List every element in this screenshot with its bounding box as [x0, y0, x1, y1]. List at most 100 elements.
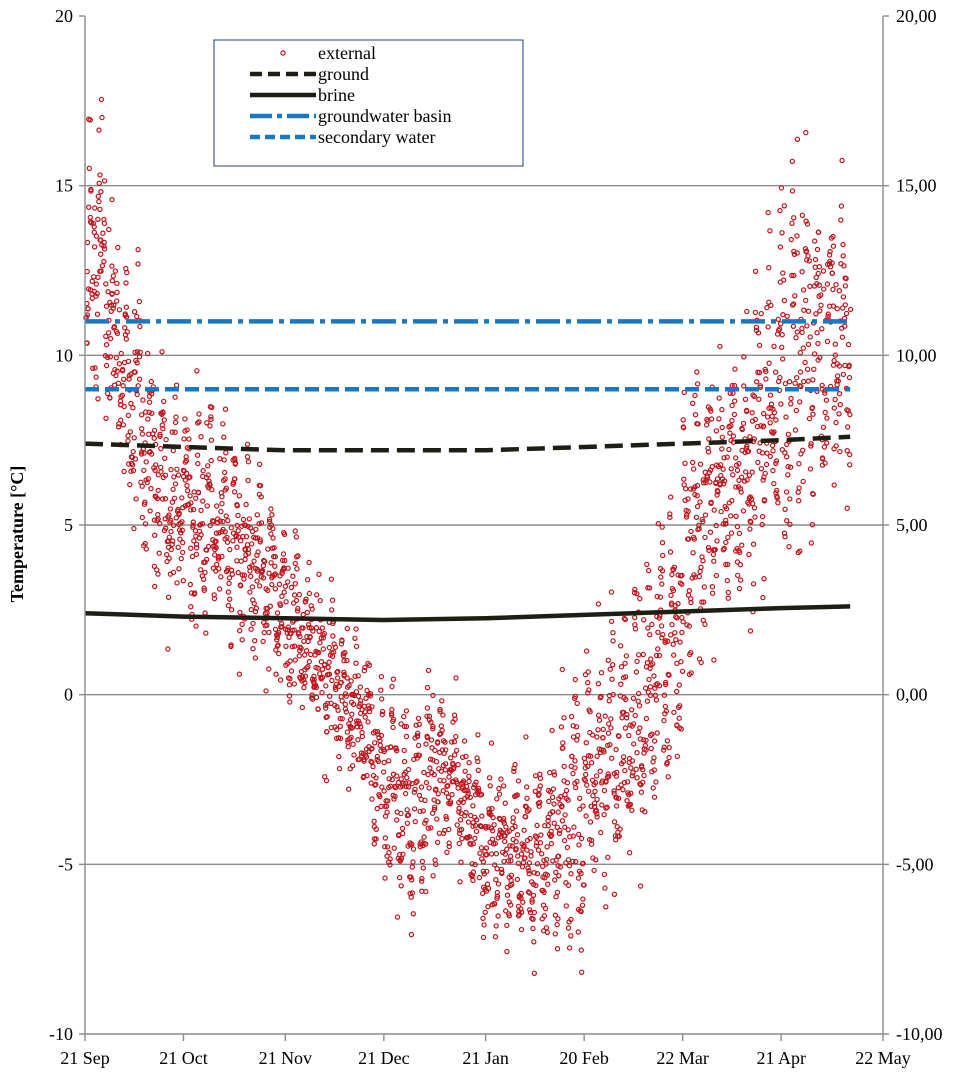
external-data-point — [541, 913, 548, 919]
external-data-point — [733, 484, 739, 490]
external-data-point — [226, 575, 233, 581]
external-data-point — [699, 599, 705, 605]
external-data-point — [778, 185, 785, 191]
external-data-point — [498, 776, 504, 782]
external-data-point — [386, 758, 392, 764]
external-data-point — [183, 458, 190, 464]
external-data-point — [502, 833, 508, 839]
external-data-point — [147, 508, 153, 514]
external-data-point — [748, 519, 754, 525]
external-data-point — [578, 908, 584, 915]
external-data-point — [815, 270, 821, 277]
external-data-point — [213, 561, 220, 568]
external-data-point — [578, 947, 585, 953]
external-data-point — [243, 501, 249, 508]
external-data-point — [595, 712, 602, 719]
external-data-point — [691, 536, 698, 542]
external-data-point — [335, 668, 341, 675]
external-data-point — [668, 632, 674, 638]
external-data-point — [840, 253, 846, 259]
external-data-point — [142, 499, 148, 505]
external-data-point — [502, 851, 508, 857]
external-data-point — [661, 744, 667, 750]
external-data-point — [110, 305, 117, 311]
external-data-point — [480, 868, 486, 875]
external-data-point — [593, 773, 600, 779]
external-data-point — [667, 514, 673, 521]
external-data-point — [771, 429, 777, 435]
external-data-point — [292, 560, 299, 567]
external-data-point — [500, 783, 507, 789]
external-data-point — [236, 627, 243, 634]
external-data-point — [343, 709, 349, 715]
external-data-point — [730, 472, 736, 478]
external-data-point — [358, 724, 364, 730]
external-data-point — [813, 274, 819, 281]
external-data-point — [237, 609, 243, 616]
external-data-point — [344, 657, 350, 664]
external-data-point — [85, 306, 91, 312]
external-data-point — [200, 576, 207, 583]
external-data-point — [98, 268, 104, 274]
external-data-point — [470, 841, 476, 847]
external-data-point — [279, 593, 285, 599]
external-data-point — [300, 611, 306, 618]
external-data-point — [444, 849, 450, 856]
external-data-point — [702, 534, 708, 541]
external-data-point — [313, 625, 320, 631]
external-data-point — [587, 709, 593, 715]
external-data-point — [846, 374, 853, 381]
external-data-point — [837, 401, 844, 408]
external-data-point — [650, 661, 656, 667]
external-data-point — [708, 416, 715, 422]
external-data-point — [107, 354, 114, 360]
y-tick-label-right: 10,00 — [896, 345, 937, 365]
external-data-point — [763, 368, 769, 375]
external-data-point — [229, 571, 235, 578]
external-data-point — [842, 302, 849, 308]
external-data-point — [433, 758, 440, 765]
external-data-point — [213, 503, 220, 509]
external-data-point — [688, 670, 694, 676]
external-data-point — [598, 670, 605, 676]
external-data-point — [646, 585, 653, 591]
external-data-point — [709, 464, 715, 470]
external-data-point — [767, 420, 773, 426]
external-data-point — [533, 882, 539, 889]
external-data-point — [829, 260, 835, 266]
external-data-point — [296, 591, 303, 598]
external-data-point — [374, 729, 381, 735]
external-data-point — [194, 452, 201, 458]
external-data-point — [694, 381, 701, 387]
y-tick-label-right: 20,00 — [896, 6, 937, 26]
external-data-point — [367, 691, 373, 697]
external-data-point — [700, 518, 706, 525]
external-data-point — [145, 476, 151, 482]
external-data-point — [680, 425, 687, 431]
external-data-point — [665, 774, 671, 780]
external-data-point — [720, 521, 727, 527]
external-data-point — [207, 423, 213, 429]
external-data-point — [329, 677, 335, 684]
external-data-point — [782, 534, 788, 540]
external-data-point — [780, 312, 786, 318]
external-data-point — [505, 858, 512, 864]
external-data-point — [187, 493, 193, 499]
external-data-point — [513, 808, 520, 814]
external-data-point — [605, 657, 612, 664]
external-data-point — [622, 767, 628, 774]
external-data-point — [449, 739, 455, 745]
external-data-point — [165, 646, 171, 652]
external-data-point — [820, 424, 827, 430]
external-data-point — [618, 664, 625, 670]
external-data-point — [813, 311, 819, 317]
external-data-point — [686, 623, 693, 629]
external-data-point — [145, 431, 152, 437]
external-data-point — [635, 690, 642, 697]
external-data-point — [443, 813, 449, 820]
external-data-point — [830, 243, 837, 249]
external-data-point — [616, 833, 622, 840]
external-data-point — [538, 832, 544, 838]
external-data-point — [641, 737, 647, 743]
external-data-point — [428, 719, 434, 725]
